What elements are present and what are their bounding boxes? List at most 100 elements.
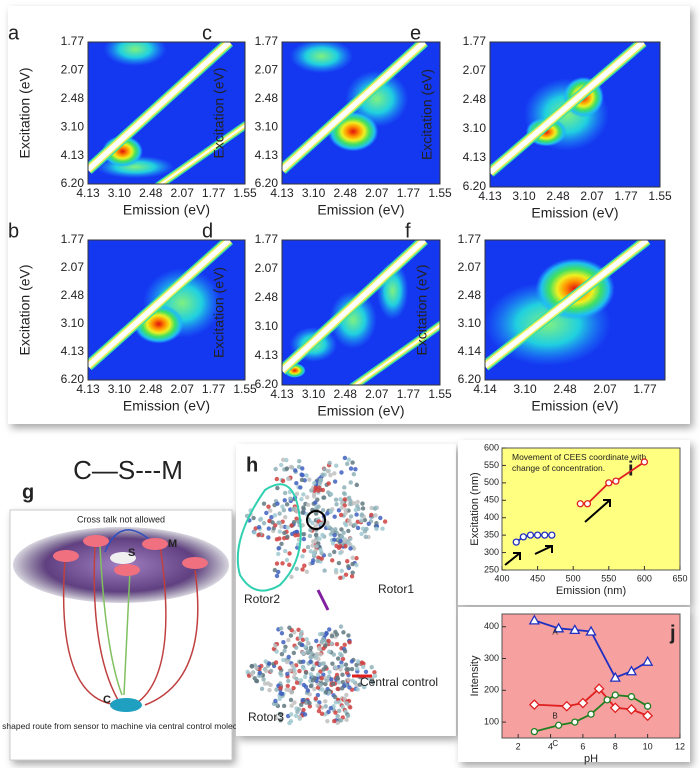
x-tick-label: 2.48 xyxy=(553,382,577,396)
atom xyxy=(372,670,377,675)
atom xyxy=(338,624,344,629)
atom xyxy=(342,642,347,648)
atom xyxy=(284,659,290,665)
atom xyxy=(362,529,368,534)
trend-arrow xyxy=(504,552,521,566)
label: Central control xyxy=(360,675,438,689)
atom xyxy=(304,637,309,642)
atom xyxy=(313,532,319,538)
atom xyxy=(312,480,317,486)
atom xyxy=(355,659,361,664)
panel-h: h Rotor2 Rotor1 Rotor3 Central control xyxy=(236,444,456,736)
atom xyxy=(336,680,342,685)
marker xyxy=(528,614,540,625)
x-tick-label: 2.48 xyxy=(334,387,358,401)
heat-region xyxy=(289,42,354,74)
plot-frame xyxy=(281,239,441,386)
x-tick-label: 1.77 xyxy=(202,186,226,200)
atom xyxy=(308,549,314,554)
atom xyxy=(266,535,271,540)
atom xyxy=(256,532,261,538)
atom xyxy=(301,659,306,664)
scatter-streak xyxy=(353,324,440,385)
atom xyxy=(325,511,330,516)
marker xyxy=(541,531,549,539)
x-tick-label: 600 xyxy=(637,573,652,583)
atom xyxy=(253,526,258,531)
atom xyxy=(316,555,321,560)
atom xyxy=(315,703,320,708)
atom xyxy=(342,455,348,461)
atom xyxy=(320,508,326,513)
atom xyxy=(345,461,350,467)
atom xyxy=(345,713,351,719)
y-tick-label: 200 xyxy=(484,685,499,695)
atom xyxy=(310,560,315,566)
atom xyxy=(318,547,323,553)
atom xyxy=(299,477,305,483)
atom xyxy=(294,676,299,682)
atom xyxy=(328,492,334,497)
atom xyxy=(329,641,334,646)
atom xyxy=(339,653,344,658)
marker xyxy=(571,718,579,726)
atom xyxy=(346,457,352,462)
atom xyxy=(344,692,349,698)
x-tick-label: 10 xyxy=(643,741,653,751)
atom xyxy=(311,491,317,497)
y-axis-label: Excitation (eV) xyxy=(419,69,435,160)
y-tick-label: 400 xyxy=(484,512,499,522)
y-tick-label: 2.07 xyxy=(458,260,482,274)
atom xyxy=(273,466,278,472)
plot-frame xyxy=(484,239,666,381)
atom xyxy=(274,476,280,482)
atom xyxy=(351,546,357,551)
atom xyxy=(301,682,307,688)
plot-area xyxy=(501,447,681,571)
atom xyxy=(300,554,305,559)
atom xyxy=(354,662,359,668)
x-axis-label: Emission (eV) xyxy=(317,403,404,419)
atom xyxy=(279,541,284,547)
atom xyxy=(342,503,347,508)
marker xyxy=(577,697,589,709)
atom xyxy=(305,502,311,508)
atom xyxy=(343,510,348,516)
marker xyxy=(512,538,520,546)
atom xyxy=(339,527,344,532)
marker xyxy=(569,624,581,635)
atom xyxy=(347,640,352,645)
y-tick-label: 1.77 xyxy=(463,34,487,48)
y-tick-label: 3.10 xyxy=(463,121,487,135)
atom xyxy=(299,702,304,707)
atom xyxy=(269,515,274,520)
atom xyxy=(294,680,300,685)
x-axis-label: Emission (nm) xyxy=(556,585,626,597)
atom xyxy=(294,480,299,486)
atom xyxy=(338,718,344,723)
atom xyxy=(286,637,291,643)
atom xyxy=(281,508,287,513)
atom xyxy=(284,466,290,471)
marker xyxy=(528,699,540,711)
atom xyxy=(332,537,337,543)
atom xyxy=(283,515,288,520)
atom xyxy=(283,644,288,649)
x-tick-label: 1.55 xyxy=(428,387,452,401)
atom xyxy=(319,556,324,561)
atom xyxy=(285,671,290,677)
atom xyxy=(346,633,351,638)
marker xyxy=(576,500,584,508)
y-tick-label: 6.20 xyxy=(61,372,85,386)
atom xyxy=(312,686,317,692)
y-tick-label: 2.07 xyxy=(61,63,85,77)
atom xyxy=(355,666,360,671)
atom xyxy=(299,472,304,477)
atom xyxy=(287,551,292,556)
atom xyxy=(283,548,288,554)
atom xyxy=(333,665,339,671)
atom xyxy=(331,652,337,657)
atom xyxy=(363,669,369,675)
atom xyxy=(249,663,254,669)
x-tick-label: 8 xyxy=(613,741,618,751)
